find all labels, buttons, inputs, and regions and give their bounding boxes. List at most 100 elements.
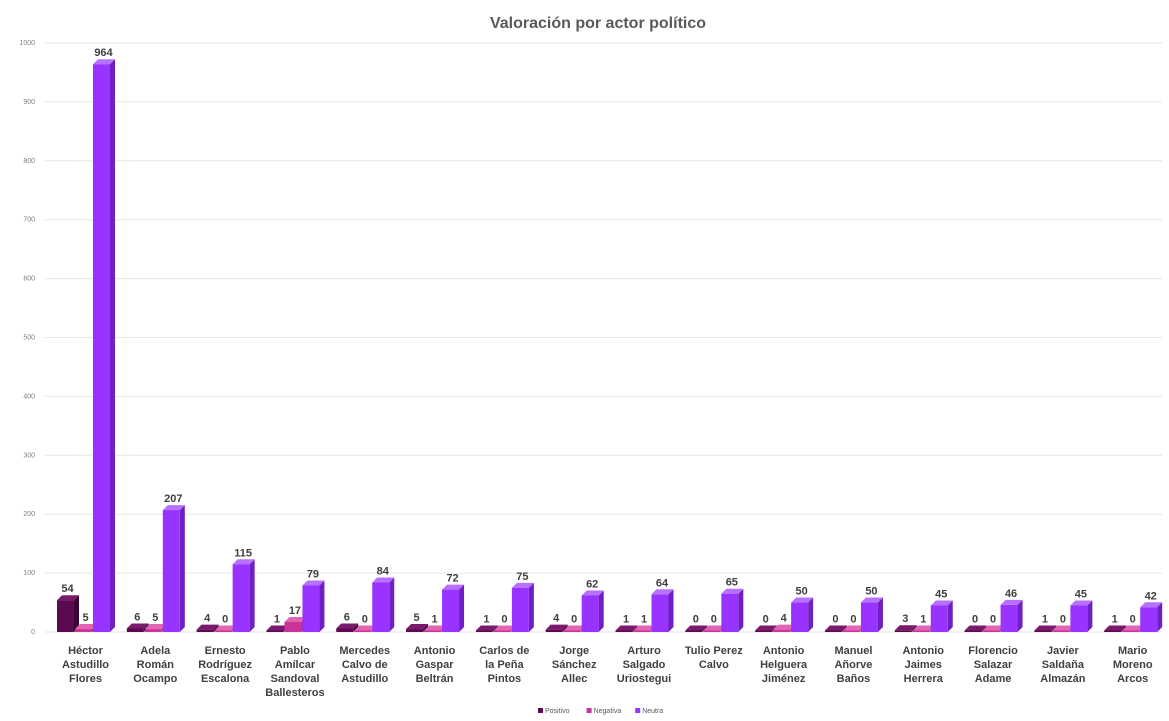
bar-top: [1140, 602, 1163, 608]
x-tick-label-line: Antonio: [414, 645, 456, 657]
bar-top: [144, 624, 167, 630]
data-label: 3: [902, 613, 908, 625]
x-tick-label-line: Jaimes: [905, 659, 942, 671]
x-tick-label-line: Sandoval: [270, 673, 319, 685]
x-tick-label: Jorge Sánchez Allec: [552, 645, 597, 685]
data-label: 115: [234, 547, 252, 559]
data-label: 75: [516, 571, 528, 583]
x-tick-label-line: Saldaña: [1042, 659, 1085, 671]
data-label: 64: [656, 577, 669, 589]
bar-top: [511, 582, 534, 588]
data-label: 0: [763, 614, 769, 626]
bar-top: [266, 625, 289, 631]
x-tick-label: Javier Saldaña Almazán: [1040, 645, 1086, 685]
legend-label: Positivo: [545, 708, 570, 715]
bar-top: [442, 584, 465, 590]
data-label: 0: [711, 614, 717, 626]
bar-top: [824, 625, 847, 631]
bar-top: [685, 625, 708, 631]
bar-front: [982, 630, 1000, 632]
bar-top: [721, 588, 744, 594]
bar-side: [562, 624, 568, 632]
x-tick-label-line: Astudillo: [341, 673, 388, 685]
data-label: 4: [781, 613, 788, 625]
y-tick-label: 100: [23, 570, 35, 577]
bar-side: [1087, 600, 1093, 632]
bar-top: [126, 623, 149, 629]
bar-top: [232, 559, 255, 565]
x-tick-label-line: Ocampo: [133, 673, 177, 685]
bar-neutra: [791, 597, 814, 632]
bar-front: [424, 630, 442, 632]
data-label: 45: [935, 588, 947, 600]
y-tick-label: 0: [31, 629, 35, 636]
x-tick-label-line: Escalona: [201, 673, 250, 685]
x-tick-label: Héctor Astudillo Flores: [62, 645, 109, 685]
bar-side: [319, 580, 325, 632]
bar-top: [1104, 625, 1127, 631]
legend-swatch: [538, 708, 543, 713]
x-tick-label-line: Salazar: [974, 659, 1013, 671]
bar-positivo: [336, 623, 359, 632]
x-tick-label-line: Sánchez: [552, 659, 597, 671]
bar-neutra: [372, 577, 395, 632]
data-label: 1: [641, 614, 647, 626]
data-label: 1: [1042, 614, 1048, 626]
data-label: 0: [222, 614, 228, 626]
data-label: 0: [850, 614, 856, 626]
bar-front: [755, 630, 773, 632]
x-tick-label-line: Calvo: [699, 659, 729, 671]
data-label: 79: [307, 568, 319, 580]
bar-neutra: [1140, 602, 1163, 632]
bar-front: [563, 630, 581, 632]
bar-positivo: [196, 624, 219, 632]
bar-front: [336, 628, 354, 632]
bar-front: [1052, 630, 1070, 632]
x-tick-label-line: Ernesto: [205, 645, 246, 657]
bar-front: [685, 630, 703, 632]
bar-side: [423, 624, 429, 632]
bar-neutra: [1070, 600, 1093, 632]
x-tick-label-line: Román: [137, 659, 175, 671]
x-tick-label-line: Astudillo: [62, 659, 109, 671]
data-label: 50: [865, 586, 877, 598]
x-axis: Héctor Astudillo Flores Adela Román Ocampo Ern…: [62, 645, 1153, 699]
data-label: 1: [432, 614, 438, 626]
bar-positivo: [57, 595, 79, 632]
legend-item-positivo: Positivo: [538, 708, 570, 715]
bar-side: [877, 597, 883, 632]
bar-top: [842, 625, 865, 631]
bar-front: [930, 605, 948, 632]
x-tick-label-line: Pablo: [280, 645, 310, 657]
bar-top: [982, 625, 1005, 631]
bar-front: [1000, 604, 1018, 632]
x-tick-label-line: Jorge: [559, 645, 589, 657]
data-label: 5: [152, 612, 158, 624]
bar-top: [406, 624, 429, 630]
bar-neutra: [232, 559, 255, 632]
bar-neutra: [302, 580, 325, 632]
bar-side: [213, 624, 219, 632]
bar-front: [912, 630, 930, 632]
x-tick-label-line: Antonio: [763, 645, 805, 657]
data-label: 4: [204, 613, 211, 625]
bar-neutra: [93, 59, 115, 633]
bar-top: [214, 625, 237, 631]
legend-item-neutra: Neutra: [635, 708, 663, 715]
data-label: 0: [972, 614, 978, 626]
x-tick-label-line: Florencio: [968, 645, 1018, 657]
data-label: 1: [920, 614, 926, 626]
chart-title: Valoración por actor político: [490, 15, 706, 32]
bar-top: [615, 625, 638, 631]
bar-side: [179, 505, 185, 632]
bar-top: [93, 59, 115, 65]
bar-top: [1034, 625, 1057, 631]
legend-item-negativa: Negativa: [586, 708, 621, 715]
data-label: 6: [134, 611, 140, 623]
data-label: 45: [1075, 588, 1087, 600]
x-tick-label: Adela Román Ocampo: [133, 645, 177, 685]
x-tick-label-line: Manuel: [834, 645, 872, 657]
bar-side: [598, 590, 604, 632]
x-tick-label-line: Gaspar: [416, 659, 455, 671]
